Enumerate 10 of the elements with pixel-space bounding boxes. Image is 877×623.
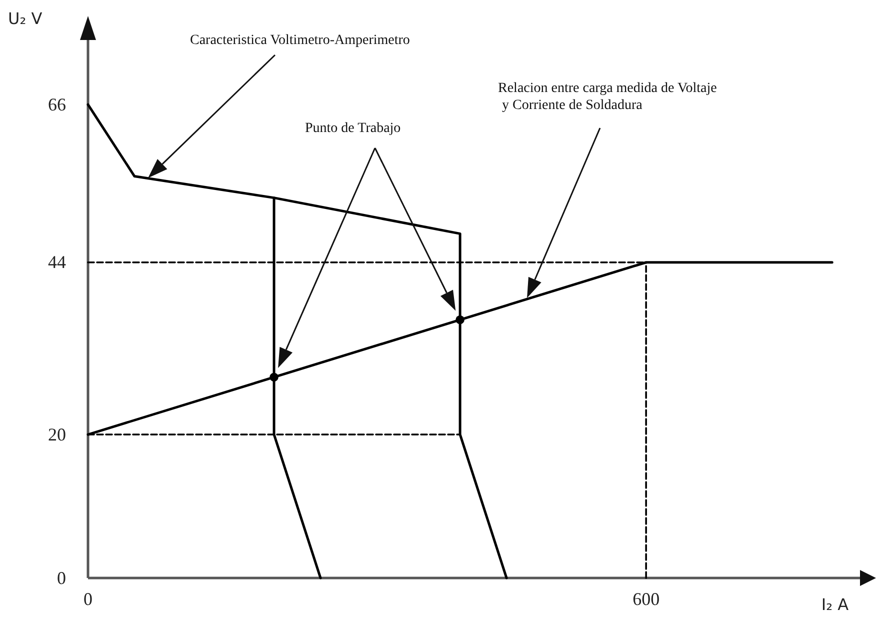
y-tick-label: 44 <box>48 252 66 272</box>
y-tick-label: 20 <box>48 424 66 444</box>
annotation: Caracteristica Voltimetro-Amperimetro <box>190 33 410 48</box>
y-axis-title: U₂ V <box>8 9 42 28</box>
x-tick-label: 600 <box>632 588 660 609</box>
y-tick-label: 0 <box>57 568 66 588</box>
annotation: Punto de Trabajo <box>305 121 401 136</box>
x-axis-title: I₂ A <box>821 595 849 614</box>
annotation: Relacion entre carga medida de Voltaje y Corriente de Soldadura <box>498 81 717 113</box>
y-tick-label: 66 <box>48 94 66 114</box>
